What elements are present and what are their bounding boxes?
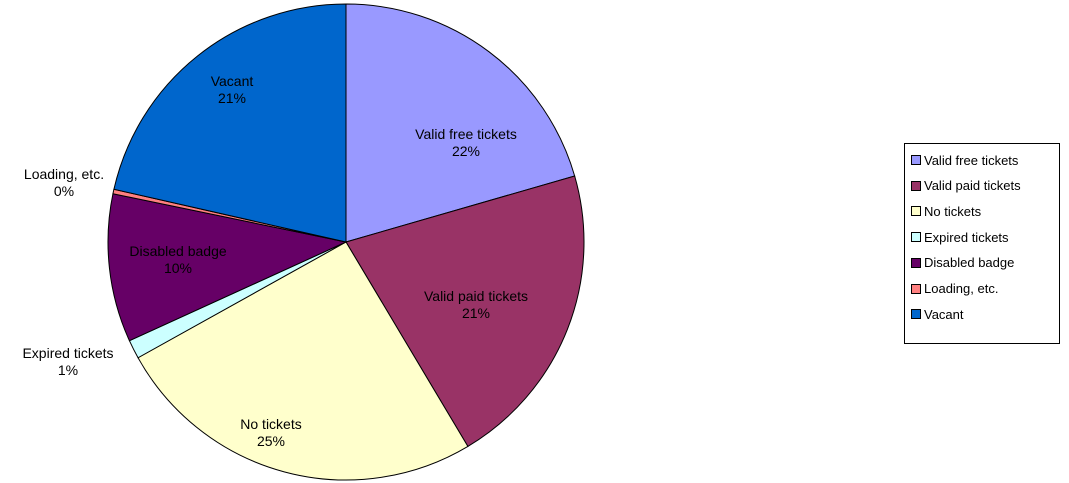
slice-percent-disabled-badge: 10% — [164, 260, 192, 276]
legend-item-vacant: Vacant — [911, 306, 964, 322]
legend-label-disabled-badge: Disabled badge — [924, 255, 1015, 271]
slice-percent-valid-paid-tickets: 21% — [462, 305, 490, 321]
legend-swatch-expired-tickets — [911, 232, 921, 243]
slice-percent-loading-etc: 0% — [54, 183, 74, 199]
slice-label-vacant: Vacant — [211, 73, 254, 89]
slice-percent-vacant: 21% — [218, 90, 246, 106]
slice-valid-free-tickets — [345, 3, 576, 243]
legend-item-valid-free-tickets: Valid free tickets — [911, 152, 1018, 168]
legend-swatch-vacant — [911, 309, 921, 320]
slice-label-valid-paid-tickets: Valid paid tickets — [424, 288, 528, 304]
legend-swatch-valid-free-tickets — [911, 155, 921, 165]
slice-percent-expired-tickets: 1% — [58, 362, 78, 378]
slice-vacant — [113, 3, 347, 243]
legend-label-expired-tickets: Expired tickets — [924, 229, 1009, 245]
slice-label-expired-tickets: Expired tickets — [22, 345, 113, 361]
legend-swatch-no-tickets — [911, 206, 921, 217]
legend-swatch-loading-etc — [911, 283, 921, 294]
legend-item-loading-etc: Loading, etc. — [911, 281, 998, 297]
legend-swatch-disabled-badge — [911, 257, 921, 268]
slice-percent-valid-free-tickets: 22% — [452, 143, 480, 159]
legend-item-expired-tickets: Expired tickets — [911, 229, 1009, 245]
legend-label-vacant: Vacant — [924, 306, 964, 322]
legend-item-valid-paid-tickets: Valid paid tickets — [911, 178, 1021, 194]
pie-slices — [107, 3, 585, 481]
legend-label-loading-etc: Loading, etc. — [924, 281, 999, 296]
legend-label-valid-free-tickets: Valid free tickets — [924, 152, 1019, 168]
legend-label-no-tickets: No tickets — [924, 203, 982, 219]
legend-item-disabled-badge: Disabled badge — [911, 255, 1014, 271]
slice-no-tickets — [137, 241, 469, 481]
legend-item-no-tickets: No tickets — [911, 203, 981, 219]
slice-valid-paid-tickets — [345, 175, 585, 448]
slice-percent-no-tickets: 25% — [257, 433, 285, 449]
slice-disabled-badge — [107, 193, 348, 342]
legend-label-valid-paid-tickets: Valid paid tickets — [924, 178, 1021, 194]
slice-label-no-tickets: No tickets — [240, 416, 301, 432]
legend: Valid free tickets Valid paid tickets No t… — [904, 143, 1060, 344]
slice-label-loading-etc: Loading, etc. — [24, 166, 104, 182]
legend-swatch-valid-paid-tickets — [911, 180, 921, 191]
slice-label-valid-free-tickets: Valid free tickets — [415, 126, 517, 142]
slice-label-disabled-badge: Disabled badge — [129, 243, 227, 259]
